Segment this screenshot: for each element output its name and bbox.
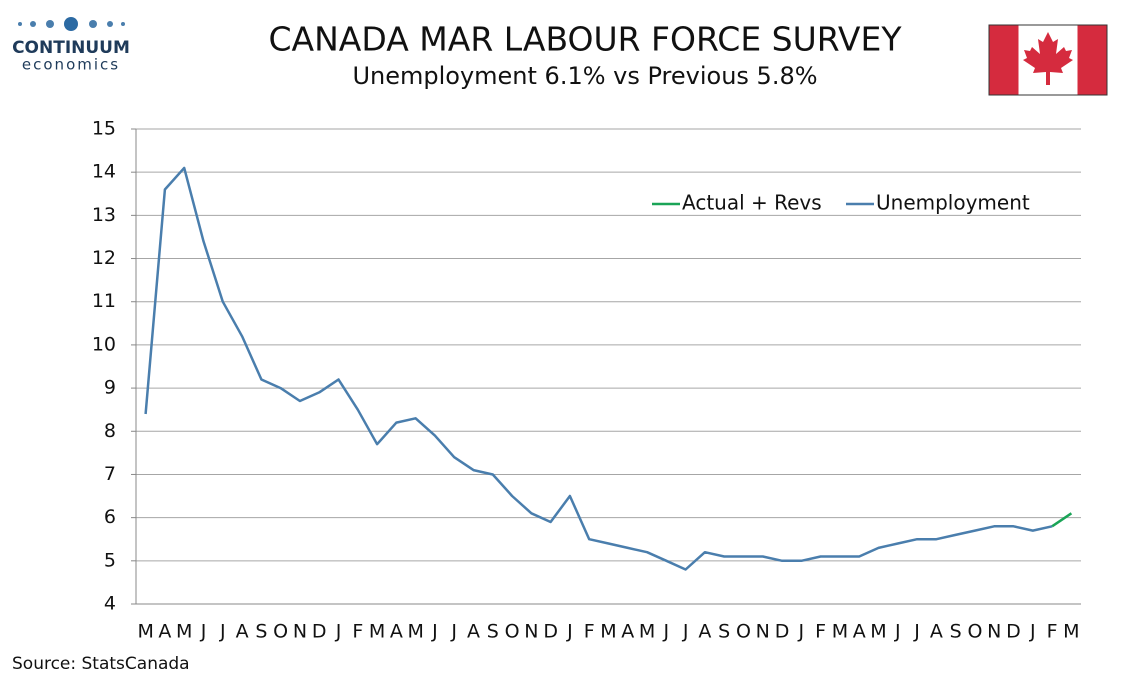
x-tick-label: M bbox=[137, 621, 153, 643]
logo-name: CONTINUUM bbox=[12, 38, 130, 58]
x-tick-label: N bbox=[524, 621, 538, 643]
x-tick-label: J bbox=[682, 621, 689, 643]
chart-subtitle: Unemployment 6.1% vs Previous 5.8% bbox=[352, 62, 817, 90]
logo: CONTINUUM economics bbox=[12, 17, 130, 74]
maple-leaf bbox=[1023, 32, 1073, 85]
x-tick-label: N bbox=[756, 621, 770, 643]
logo-tagline: economics bbox=[22, 56, 120, 74]
logo-dot bbox=[64, 17, 78, 31]
logo-dot bbox=[107, 21, 113, 27]
x-tick-label: J bbox=[566, 621, 573, 643]
x-tick-label: J bbox=[335, 621, 342, 643]
x-tick-label: M bbox=[600, 621, 616, 643]
x-tick-label: A bbox=[467, 621, 480, 643]
x-tick-label: J bbox=[1029, 621, 1036, 643]
y-tick-label: 7 bbox=[104, 463, 116, 485]
x-tick-label: M bbox=[639, 621, 655, 643]
flag-bar bbox=[1077, 25, 1107, 95]
logo-dot bbox=[46, 20, 54, 28]
y-tick-label: 14 bbox=[92, 161, 116, 183]
x-tick-label: A bbox=[621, 621, 634, 643]
flag bbox=[988, 24, 1108, 96]
x-tick-label: M bbox=[369, 621, 385, 643]
legend-label: Unemployment bbox=[876, 191, 1030, 215]
logo-dot bbox=[18, 22, 22, 26]
legend-label: Actual + Revs bbox=[682, 191, 822, 215]
x-tick-label: M bbox=[176, 621, 192, 643]
chart-title: CANADA MAR LABOUR FORCE SURVEY bbox=[269, 20, 903, 59]
y-tick-label: 13 bbox=[92, 204, 116, 226]
x-tick-label: J bbox=[894, 621, 901, 643]
y-tick-label: 10 bbox=[92, 333, 116, 355]
x-tick-label: F bbox=[352, 621, 363, 643]
x-tick-label: N bbox=[293, 621, 307, 643]
x-tick-label: M bbox=[407, 621, 423, 643]
x-tick-label: M bbox=[870, 621, 886, 643]
x-tick-label: J bbox=[219, 621, 226, 643]
x-tick-label: N bbox=[987, 621, 1001, 643]
x-tick-label: J bbox=[450, 621, 457, 643]
y-tick-label: 15 bbox=[92, 118, 116, 140]
logo-dot bbox=[121, 22, 125, 26]
y-tick-label: 6 bbox=[104, 506, 116, 528]
x-tick-label: O bbox=[967, 621, 982, 643]
x-tick-label: M bbox=[1063, 621, 1079, 643]
series-line bbox=[144, 166, 1053, 571]
x-tick-label: O bbox=[736, 621, 751, 643]
x-tick-label: J bbox=[200, 621, 207, 643]
series-line bbox=[1051, 512, 1073, 528]
x-tick-label: S bbox=[950, 621, 962, 643]
y-tick-label: 9 bbox=[104, 377, 116, 399]
x-tick-label: A bbox=[158, 621, 171, 643]
x-tick-label: O bbox=[273, 621, 288, 643]
x-tick-label: M bbox=[832, 621, 848, 643]
source-note: Source: StatsCanada bbox=[12, 654, 190, 674]
x-tick-label: A bbox=[236, 621, 249, 643]
x-tick-label: S bbox=[718, 621, 730, 643]
x-tick-label: J bbox=[431, 621, 438, 643]
x-tick-label: D bbox=[312, 621, 327, 643]
x-tick-label: J bbox=[913, 621, 920, 643]
x-tick-label: F bbox=[1047, 621, 1058, 643]
x-tick-label: J bbox=[798, 621, 805, 643]
logo-dot bbox=[30, 21, 36, 27]
x-tick-label: S bbox=[487, 621, 499, 643]
x-tick-label: A bbox=[930, 621, 943, 643]
x-tick-label: O bbox=[505, 621, 520, 643]
x-tick-label: A bbox=[390, 621, 403, 643]
x-tick-label: A bbox=[853, 621, 866, 643]
x-tick-label: F bbox=[815, 621, 826, 643]
y-tick-label: 12 bbox=[92, 247, 116, 269]
y-tick-label: 8 bbox=[104, 420, 116, 442]
y-tick-label: 4 bbox=[104, 593, 116, 615]
x-tick-label: D bbox=[775, 621, 790, 643]
x-tick-label: A bbox=[698, 621, 711, 643]
x-tick-label: D bbox=[1006, 621, 1021, 643]
x-tick-label: S bbox=[255, 621, 267, 643]
logo-dot bbox=[89, 20, 97, 28]
x-tick-label: J bbox=[663, 621, 670, 643]
y-tick-label: 5 bbox=[104, 549, 116, 571]
y-tick-label: 11 bbox=[92, 290, 116, 312]
x-tick-label: D bbox=[543, 621, 558, 643]
x-tick-label: F bbox=[584, 621, 595, 643]
flag-bar bbox=[989, 25, 1019, 95]
